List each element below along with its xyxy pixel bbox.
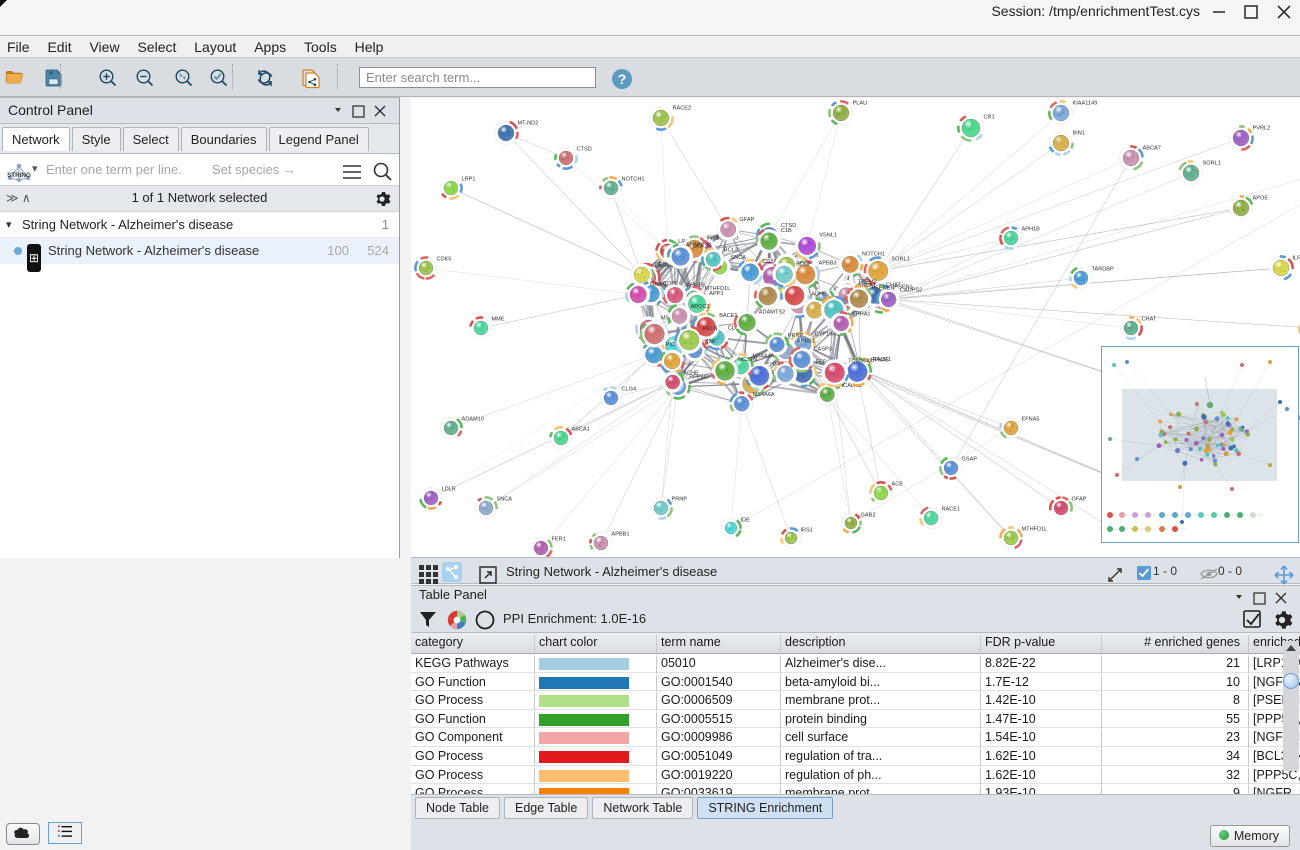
svg-text:MTHFD1L: MTHFD1L — [1022, 527, 1048, 533]
svg-text:ADAMTS2: ADAMTS2 — [759, 310, 785, 316]
svg-text:ILRAP: ILRAP — [1293, 256, 1300, 262]
svg-text:CASP3: CASP3 — [814, 347, 832, 353]
svg-text:IRS1: IRS1 — [707, 236, 719, 242]
svg-text:CADPS2: CADPS2 — [900, 287, 922, 293]
svg-text:RACE1: RACE1 — [942, 507, 961, 513]
svg-text:TOMM40: TOMM40 — [848, 358, 871, 364]
svg-text:GFAP: GFAP — [1072, 497, 1087, 503]
svg-text:APP1: APP1 — [709, 291, 723, 297]
svg-text:APH1B: APH1B — [1022, 227, 1041, 233]
svg-text:STRING: STRING — [7, 172, 31, 179]
svg-text:CTSD: CTSD — [577, 147, 592, 153]
svg-text:FER1: FER1 — [552, 537, 566, 543]
svg-text:APBB1: APBB1 — [612, 532, 630, 538]
svg-text:EPHA1: EPHA1 — [852, 312, 870, 318]
svg-text:RELN: RELN — [703, 326, 718, 332]
svg-text:EFNA5: EFNA5 — [1022, 417, 1040, 423]
svg-text:APOE: APOE — [1253, 196, 1269, 202]
svg-text:ACE: ACE — [892, 482, 904, 488]
svg-text:MT-ND2: MT-ND2 — [518, 121, 539, 127]
svg-text:KIAA1149: KIAA1149 — [1073, 101, 1098, 107]
svg-text:SNCA: SNCA — [497, 497, 513, 503]
svg-text:CHAT: CHAT — [1142, 317, 1157, 323]
svg-text:BCL3: BCL3 — [724, 248, 738, 254]
svg-text:PRNP: PRNP — [788, 333, 804, 339]
svg-text:APH1B: APH1B — [687, 283, 706, 289]
svg-text:MME: MME — [492, 317, 505, 323]
svg-text:GRIP1: GRIP1 — [650, 282, 667, 288]
svg-text:GAB2: GAB2 — [861, 513, 876, 519]
svg-text:ADHE: ADHE — [811, 291, 827, 297]
svg-text:C1B: C1B — [781, 228, 792, 234]
svg-text:SNCA: SNCA — [731, 255, 747, 261]
svg-text:PLAU: PLAU — [853, 101, 868, 107]
svg-text:GFAP: GFAP — [739, 217, 754, 223]
svg-text:NOTCH1: NOTCH1 — [622, 177, 645, 183]
svg-text:PSENEN: PSENEN — [871, 285, 894, 291]
svg-text:ABCA1: ABCA1 — [572, 427, 590, 433]
svg-text:IDE: IDE — [741, 518, 751, 524]
svg-text:BDNF: BDNF — [796, 262, 812, 268]
svg-text:APBB1: APBB1 — [797, 338, 815, 344]
svg-text:PVRL2: PVRL2 — [1253, 126, 1271, 132]
svg-text:LRP1: LRP1 — [462, 177, 476, 183]
svg-text:ACHE: ACHE — [683, 371, 699, 377]
svg-text:RACE2: RACE2 — [673, 106, 692, 112]
svg-text:VSNL1: VSNL1 — [819, 233, 837, 239]
svg-text:EFNA5: EFNA5 — [871, 357, 889, 363]
svg-text:TNF: TNF — [706, 339, 717, 345]
svg-text:CR1: CR1 — [984, 115, 995, 121]
svg-text:CDK5: CDK5 — [437, 257, 452, 263]
svg-text:SORL1: SORL1 — [891, 257, 909, 263]
svg-text:TARDBP: TARDBP — [1092, 267, 1115, 273]
svg-text:PRNP: PRNP — [672, 497, 688, 503]
svg-text:BACE1: BACE1 — [719, 313, 737, 319]
svg-text:SORL1: SORL1 — [1203, 161, 1221, 167]
svg-text:BIN1: BIN1 — [1073, 131, 1085, 137]
svg-text:CLG4: CLG4 — [622, 387, 637, 393]
svg-text:IRS1: IRS1 — [801, 528, 813, 534]
svg-text:MS4A6A: MS4A6A — [753, 392, 775, 398]
svg-text:ABCA7: ABCA7 — [1143, 146, 1161, 152]
svg-text:APBB3: APBB3 — [819, 260, 837, 266]
svg-text:LDLR: LDLR — [442, 487, 456, 493]
svg-text:GSAP: GSAP — [962, 457, 978, 463]
svg-text:NCSTN: NCSTN — [738, 357, 757, 363]
svg-text:?: ? — [618, 71, 627, 87]
svg-text:APOC1: APOC1 — [691, 304, 710, 310]
svg-text:ADAM10: ADAM10 — [462, 417, 484, 423]
svg-text:IDE: IDE — [653, 262, 663, 268]
svg-text:NOTCH1: NOTCH1 — [862, 252, 885, 258]
